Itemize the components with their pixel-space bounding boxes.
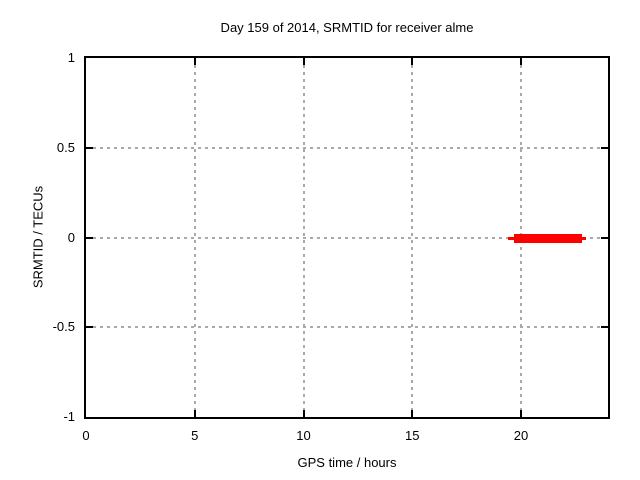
chart-title: Day 159 of 2014, SRMTID for receiver alm… — [220, 20, 474, 35]
y-tick-mark-right — [601, 236, 608, 239]
y-gridline — [86, 326, 608, 329]
y-tick-label: -1 — [63, 409, 75, 424]
y-tick-mark-left — [86, 146, 93, 149]
x-axis-label: GPS time / hours — [297, 455, 397, 470]
x-tick-mark-bottom — [193, 410, 196, 417]
x-tick-mark-bottom — [411, 410, 414, 417]
x-tick-mark-bottom — [520, 410, 522, 417]
x-tick-label: 0 — [82, 428, 90, 443]
plot-area — [84, 56, 610, 419]
x-tick-label: 10 — [296, 428, 311, 443]
y-tick-label: -0.5 — [52, 319, 75, 335]
x-tick-label: 5 — [191, 428, 199, 443]
y-tick-label: 1 — [67, 50, 75, 65]
x-tick-mark-top — [520, 58, 522, 65]
y-tick-mark-left — [86, 236, 93, 239]
x-tick-mark-top — [411, 58, 414, 65]
x-tick-label: 20 — [513, 428, 529, 443]
x-tick-mark-top — [193, 58, 196, 65]
y-tick-label: 0.5 — [56, 139, 75, 155]
y-tick-mark-right — [601, 146, 608, 149]
y-tick-label: 0 — [67, 229, 75, 245]
y-gridline — [86, 236, 608, 239]
y-gridline — [86, 146, 608, 149]
y-tick-mark-left — [86, 326, 93, 329]
y-tick-mark-right — [601, 326, 608, 329]
x-tick-mark-top — [302, 58, 305, 65]
series-line-thick — [514, 233, 582, 243]
x-tick-mark-bottom — [302, 410, 305, 417]
x-tick-label: 15 — [405, 428, 420, 443]
